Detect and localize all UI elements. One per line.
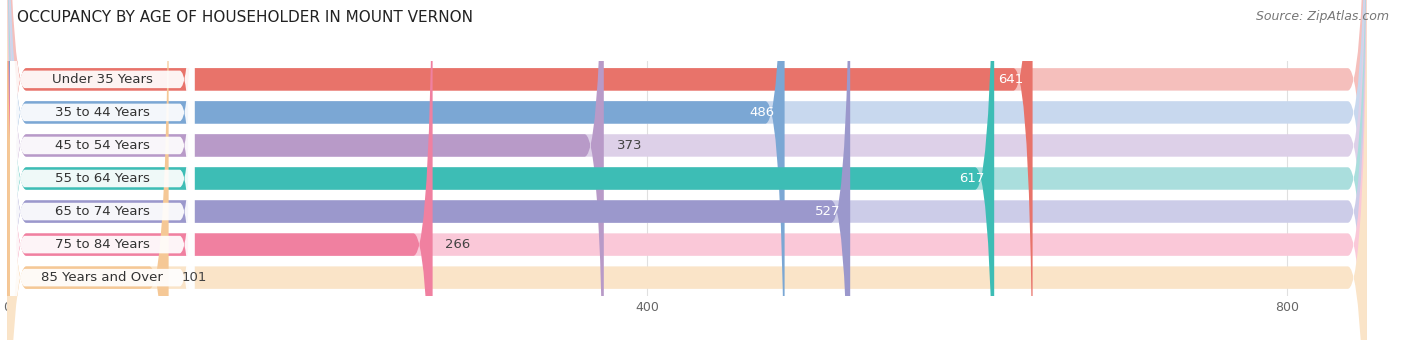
Text: 65 to 74 Years: 65 to 74 Years bbox=[55, 205, 149, 218]
FancyBboxPatch shape bbox=[10, 0, 194, 340]
Text: 641: 641 bbox=[998, 73, 1024, 86]
FancyBboxPatch shape bbox=[7, 0, 1367, 340]
FancyBboxPatch shape bbox=[7, 0, 1367, 340]
Text: 75 to 84 Years: 75 to 84 Years bbox=[55, 238, 149, 251]
Text: OCCUPANCY BY AGE OF HOUSEHOLDER IN MOUNT VERNON: OCCUPANCY BY AGE OF HOUSEHOLDER IN MOUNT… bbox=[17, 10, 472, 25]
FancyBboxPatch shape bbox=[7, 0, 994, 340]
Text: 35 to 44 Years: 35 to 44 Years bbox=[55, 106, 149, 119]
FancyBboxPatch shape bbox=[10, 0, 194, 340]
Text: 85 Years and Over: 85 Years and Over bbox=[41, 271, 163, 284]
Text: 617: 617 bbox=[959, 172, 984, 185]
FancyBboxPatch shape bbox=[7, 0, 1367, 340]
Text: 266: 266 bbox=[446, 238, 471, 251]
FancyBboxPatch shape bbox=[10, 0, 194, 340]
FancyBboxPatch shape bbox=[7, 0, 1367, 340]
FancyBboxPatch shape bbox=[10, 0, 194, 340]
Text: 486: 486 bbox=[749, 106, 775, 119]
Text: Source: ZipAtlas.com: Source: ZipAtlas.com bbox=[1256, 10, 1389, 23]
Text: 101: 101 bbox=[181, 271, 207, 284]
FancyBboxPatch shape bbox=[10, 0, 194, 340]
Text: 527: 527 bbox=[815, 205, 841, 218]
Text: Under 35 Years: Under 35 Years bbox=[52, 73, 153, 86]
FancyBboxPatch shape bbox=[10, 0, 194, 340]
FancyBboxPatch shape bbox=[7, 0, 433, 340]
FancyBboxPatch shape bbox=[10, 0, 194, 340]
FancyBboxPatch shape bbox=[7, 0, 1367, 340]
FancyBboxPatch shape bbox=[7, 0, 169, 340]
FancyBboxPatch shape bbox=[7, 0, 851, 340]
FancyBboxPatch shape bbox=[7, 0, 1367, 340]
Text: 373: 373 bbox=[617, 139, 643, 152]
FancyBboxPatch shape bbox=[7, 0, 1032, 340]
FancyBboxPatch shape bbox=[7, 0, 785, 340]
FancyBboxPatch shape bbox=[7, 0, 603, 340]
Text: 55 to 64 Years: 55 to 64 Years bbox=[55, 172, 149, 185]
FancyBboxPatch shape bbox=[7, 0, 1367, 340]
Text: 45 to 54 Years: 45 to 54 Years bbox=[55, 139, 149, 152]
